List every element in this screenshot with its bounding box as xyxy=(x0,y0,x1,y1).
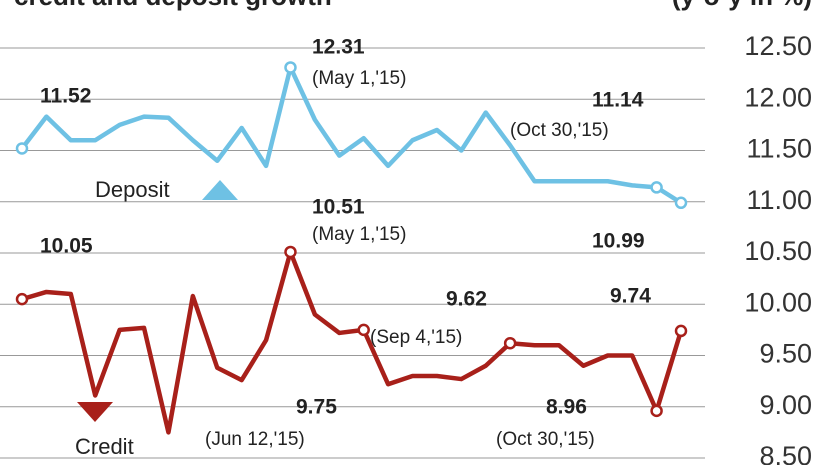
date-annotation: (Oct 30,'15) xyxy=(496,429,595,450)
y-tick-label: 10.50 xyxy=(744,236,812,266)
point-marker xyxy=(650,404,663,418)
y-tick-label: 10.00 xyxy=(744,287,812,317)
y-tick-label: 9.00 xyxy=(759,390,812,420)
series-line xyxy=(21,249,684,435)
date-annotation: (Sep 4,'15) xyxy=(370,327,462,348)
chart-title: credit and deposit growth xyxy=(14,0,332,11)
point-marker xyxy=(284,245,297,259)
value-label: 12.31 xyxy=(312,36,365,59)
value-label: 11.14 xyxy=(592,89,644,112)
value-label: 9.75 xyxy=(296,396,337,419)
legend-label: Credit xyxy=(75,434,134,459)
date-annotation: (Oct 30,'15) xyxy=(510,120,609,141)
value-label: 10.51 xyxy=(312,196,365,219)
value-label: 10.99 xyxy=(592,230,645,253)
point-marker xyxy=(503,336,517,350)
series-line xyxy=(20,65,683,205)
unit-label: (y-o-y in %) xyxy=(672,0,812,11)
y-tick-label: 12.00 xyxy=(744,82,812,112)
value-label: 9.62 xyxy=(446,288,487,311)
y-tick-label: 11.00 xyxy=(746,185,812,215)
y-tick-label: 11.50 xyxy=(746,134,812,164)
date-annotation: (May 1,'15) xyxy=(312,68,406,89)
legend-label: Deposit xyxy=(95,177,170,202)
y-tick-label: 9.50 xyxy=(759,339,812,369)
point-marker xyxy=(15,142,29,155)
value-label: 8.96 xyxy=(546,396,587,419)
value-label: 10.05 xyxy=(40,235,93,258)
point-marker xyxy=(15,292,29,306)
legend-marker xyxy=(202,180,238,200)
value-label: 9.74 xyxy=(610,285,651,308)
point-marker xyxy=(357,323,370,337)
point-marker xyxy=(674,196,688,210)
date-annotation: (Jun 12,'15) xyxy=(205,429,305,450)
value-label: 11.52 xyxy=(40,85,91,108)
legend-marker xyxy=(77,402,113,422)
y-tick-label: 8.50 xyxy=(759,441,812,465)
y-tick-label: 12.50 xyxy=(744,31,812,61)
point-marker xyxy=(284,61,297,74)
date-annotation: (May 1,'15) xyxy=(312,224,406,245)
point-marker xyxy=(650,181,663,194)
point-marker xyxy=(674,324,688,338)
